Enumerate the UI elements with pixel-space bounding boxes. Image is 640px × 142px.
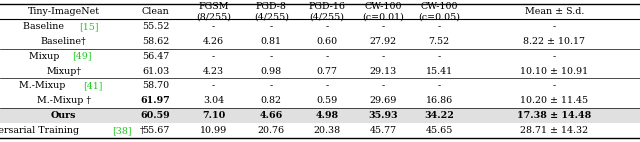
Text: Baseline†: Baseline† xyxy=(41,37,86,46)
Text: Mixup†: Mixup† xyxy=(46,66,81,76)
Text: 4.23: 4.23 xyxy=(203,66,224,76)
Text: M.-Mixup: M.-Mixup xyxy=(19,81,68,90)
Text: [49]: [49] xyxy=(72,52,92,61)
Text: [15]: [15] xyxy=(79,22,99,31)
Text: 28.71 ± 14.32: 28.71 ± 14.32 xyxy=(520,126,588,135)
Text: -: - xyxy=(325,22,329,31)
Text: -: - xyxy=(552,22,556,31)
Text: -: - xyxy=(381,81,385,90)
Text: 10.99: 10.99 xyxy=(200,126,227,135)
Text: Tiny-ImageNet: Tiny-ImageNet xyxy=(28,7,100,16)
Text: 0.77: 0.77 xyxy=(317,66,337,76)
Text: 16.86: 16.86 xyxy=(426,96,452,105)
Text: 29.13: 29.13 xyxy=(370,66,397,76)
Text: 0.81: 0.81 xyxy=(261,37,282,46)
Text: 55.52: 55.52 xyxy=(142,22,169,31)
Text: [41]: [41] xyxy=(83,81,102,90)
Text: 10.20 ± 11.45: 10.20 ± 11.45 xyxy=(520,96,588,105)
Text: -: - xyxy=(381,52,385,61)
Text: M.-Mixup †: M.-Mixup † xyxy=(36,96,91,105)
Text: 7.52: 7.52 xyxy=(428,37,450,46)
Text: CW-100
(c=0.05): CW-100 (c=0.05) xyxy=(418,2,460,21)
Text: †: † xyxy=(138,126,145,135)
Text: 34.22: 34.22 xyxy=(424,111,454,120)
Text: 15.41: 15.41 xyxy=(426,66,452,76)
Text: 3.04: 3.04 xyxy=(203,96,224,105)
Text: 45.77: 45.77 xyxy=(370,126,397,135)
Text: 0.60: 0.60 xyxy=(316,37,338,46)
Text: -: - xyxy=(212,22,215,31)
Text: 60.59: 60.59 xyxy=(141,111,170,120)
Text: 0.59: 0.59 xyxy=(316,96,338,105)
Text: 20.38: 20.38 xyxy=(314,126,340,135)
Text: PGD-8
(4/255): PGD-8 (4/255) xyxy=(254,2,289,21)
Text: -: - xyxy=(269,81,273,90)
Text: [38]: [38] xyxy=(112,126,132,135)
Text: -: - xyxy=(212,52,215,61)
Text: 8.22 ± 10.17: 8.22 ± 10.17 xyxy=(524,37,585,46)
Text: 61.03: 61.03 xyxy=(142,66,169,76)
Text: Baseline: Baseline xyxy=(22,22,67,31)
Text: 58.70: 58.70 xyxy=(142,81,169,90)
Text: -: - xyxy=(552,81,556,90)
Bar xyxy=(0,108,640,123)
Text: 7.10: 7.10 xyxy=(202,111,225,120)
Text: 58.62: 58.62 xyxy=(142,37,169,46)
Text: FGSM
(8/255): FGSM (8/255) xyxy=(196,2,231,21)
Text: 10.10 ± 10.91: 10.10 ± 10.91 xyxy=(520,66,588,76)
Text: 61.97: 61.97 xyxy=(141,96,170,105)
Text: 0.82: 0.82 xyxy=(261,96,282,105)
Text: -: - xyxy=(437,22,441,31)
Text: -: - xyxy=(437,81,441,90)
Text: 4.66: 4.66 xyxy=(260,111,283,120)
Text: 56.47: 56.47 xyxy=(142,52,169,61)
Text: -: - xyxy=(269,22,273,31)
Text: Ours: Ours xyxy=(51,111,76,120)
Text: -: - xyxy=(269,52,273,61)
Text: -: - xyxy=(325,52,329,61)
Text: Clean: Clean xyxy=(141,7,170,16)
Text: 17.38 ± 14.48: 17.38 ± 14.48 xyxy=(517,111,591,120)
Text: 4.98: 4.98 xyxy=(316,111,339,120)
Text: 55.67: 55.67 xyxy=(142,126,169,135)
Text: CW-100
(c=0.01): CW-100 (c=0.01) xyxy=(362,2,404,21)
Text: 35.93: 35.93 xyxy=(369,111,398,120)
Text: 0.98: 0.98 xyxy=(260,66,282,76)
Text: 27.92: 27.92 xyxy=(370,37,397,46)
Text: 29.69: 29.69 xyxy=(370,96,397,105)
Text: -: - xyxy=(437,52,441,61)
Text: -: - xyxy=(212,81,215,90)
Text: -: - xyxy=(325,81,329,90)
Text: 20.76: 20.76 xyxy=(258,126,285,135)
Text: 4.26: 4.26 xyxy=(203,37,224,46)
Text: Adversarial Training: Adversarial Training xyxy=(0,126,83,135)
Text: Mean ± S.d.: Mean ± S.d. xyxy=(525,7,584,16)
Text: -: - xyxy=(381,22,385,31)
Text: 45.65: 45.65 xyxy=(426,126,452,135)
Text: Mixup: Mixup xyxy=(29,52,63,61)
Text: -: - xyxy=(552,52,556,61)
Text: PGD-16
(4/255): PGD-16 (4/255) xyxy=(308,2,346,21)
